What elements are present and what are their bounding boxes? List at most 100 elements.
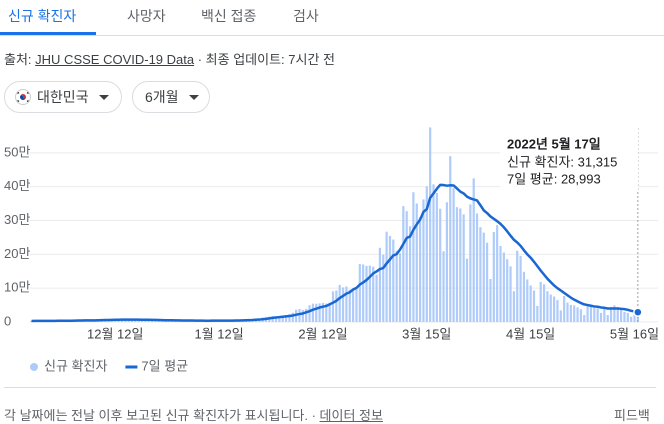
bar — [549, 294, 552, 322]
bar — [281, 315, 284, 322]
bar — [556, 300, 559, 322]
legend-swatch — [30, 363, 38, 371]
bar — [435, 192, 438, 322]
bar — [542, 284, 546, 322]
bar — [509, 266, 512, 322]
source-line: 출처: JHU CSSE COVID-19 Data · 최종 업데이트: 7시… — [4, 49, 335, 68]
period: 6개월 — [145, 89, 179, 105]
bar — [392, 239, 395, 322]
bar — [355, 288, 358, 322]
country-dropdown[interactable]: 대한민국 — [4, 81, 122, 113]
country: 대한민국 — [37, 89, 89, 105]
bar — [372, 266, 375, 322]
bar — [496, 225, 499, 322]
bar — [586, 304, 589, 322]
bar — [596, 308, 599, 322]
bar — [499, 245, 502, 322]
bar — [593, 307, 596, 322]
x-tick-label: 3월 15일 — [402, 326, 451, 341]
bar — [412, 192, 415, 322]
bar — [613, 305, 616, 322]
average-line — [31, 183, 639, 323]
bar — [405, 211, 408, 322]
y-tick-label: 30만 — [4, 212, 30, 227]
bar — [345, 286, 348, 322]
bar — [569, 304, 572, 322]
y-tick-label: 0 — [4, 313, 11, 328]
bar — [576, 307, 579, 322]
bar — [285, 315, 288, 322]
bar — [482, 232, 485, 322]
period-dropdown[interactable]: 6개월 — [132, 81, 210, 113]
bar — [338, 284, 341, 322]
bar — [341, 287, 345, 322]
bar — [603, 308, 606, 322]
bar — [318, 303, 321, 322]
bar — [539, 281, 542, 322]
bar — [439, 208, 442, 322]
tab[interactable]: 사망자 — [127, 8, 166, 24]
dropdown-arrow — [188, 94, 199, 100]
bar — [566, 302, 569, 322]
data-info-link[interactable]: 데이터 정보 — [319, 408, 383, 423]
tab[interactable]: 백신 접종 — [201, 8, 257, 24]
bar — [274, 316, 278, 322]
bar — [469, 204, 472, 322]
bar — [620, 309, 623, 322]
flag-icon — [15, 89, 31, 105]
bar — [512, 291, 515, 322]
source-label: 출처: — [4, 52, 32, 67]
bar — [606, 315, 609, 322]
x-tick-label: 1월 12일 — [194, 326, 243, 341]
bar — [459, 208, 462, 322]
bar — [278, 316, 281, 322]
bar — [609, 307, 613, 322]
bar — [465, 258, 469, 322]
feedback[interactable]: 피드백 — [614, 408, 650, 423]
bar — [472, 178, 475, 322]
bar — [529, 285, 532, 322]
bar — [573, 305, 576, 322]
bar — [536, 305, 539, 322]
bar — [475, 213, 479, 322]
bar — [365, 265, 368, 322]
bar — [348, 289, 351, 322]
bar — [429, 127, 432, 322]
bar — [432, 184, 435, 322]
bar — [402, 206, 405, 322]
bar — [449, 156, 452, 322]
bar — [114, 320, 117, 322]
bar — [305, 308, 308, 322]
bar — [633, 311, 636, 322]
divider — [0, 35, 664, 36]
bar — [489, 278, 492, 322]
bar — [358, 263, 361, 322]
bar — [519, 255, 522, 322]
bar — [315, 303, 318, 322]
tooltip-box — [500, 128, 638, 190]
tab[interactable]: 신규 확진자 — [8, 8, 77, 24]
bar — [382, 254, 385, 322]
source-link[interactable]: JHU CSSE COVID-19 Data — [35, 52, 195, 67]
tooltip-title: 2022년 5월 17일 — [507, 136, 601, 151]
bar — [583, 315, 586, 322]
tooltip-line: 신규 확진자: 31,315 — [507, 154, 617, 169]
bar — [419, 217, 422, 322]
y-tick-label: 50만 — [4, 144, 30, 159]
bar — [321, 302, 325, 322]
bar — [422, 199, 425, 322]
bar — [328, 302, 331, 322]
bar — [408, 226, 412, 322]
bar — [522, 271, 526, 322]
bar — [452, 188, 455, 322]
bar — [385, 231, 388, 322]
bar — [140, 320, 144, 322]
bar — [331, 291, 335, 322]
tab[interactable]: 검사 — [293, 8, 319, 24]
bar — [502, 252, 505, 322]
bar — [626, 312, 629, 322]
bar — [479, 227, 482, 322]
bar — [630, 316, 633, 322]
bar — [455, 207, 459, 322]
bar — [134, 319, 137, 322]
